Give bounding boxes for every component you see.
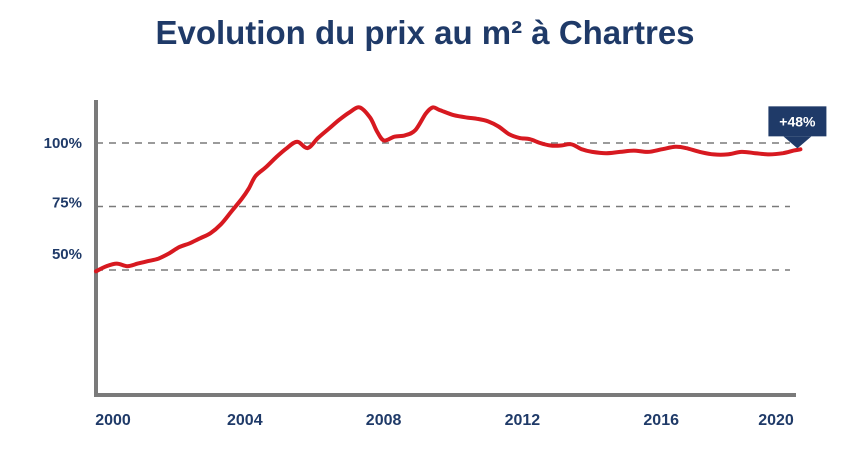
axis-layer: 100% 75% 50% 2000 2004 2008 2012 2016 2020 (44, 100, 796, 429)
chart-title: Evolution du prix au m² à Chartres (155, 14, 695, 51)
y-tick-label: 75% (52, 195, 82, 212)
badge-label: +48% (779, 113, 816, 129)
grid-layer (96, 142, 790, 271)
x-tick-label: 2012 (505, 412, 541, 429)
y-tick-label: 100% (44, 135, 82, 152)
end-value-badge: +48% (768, 106, 827, 149)
series-line-0 (94, 105, 803, 274)
x-tick-label: 2008 (366, 412, 402, 429)
x-tick-label: 2004 (227, 412, 263, 429)
badge-pointer (783, 136, 812, 149)
annotation-layer: +48% (768, 106, 827, 149)
x-tick-label: 2016 (643, 412, 679, 429)
series-layer (94, 105, 803, 274)
badge-box (768, 106, 827, 137)
x-tick-label: 2020 (758, 412, 794, 429)
y-tick-label: 50% (52, 246, 82, 263)
x-tick-label: 2000 (95, 412, 131, 429)
